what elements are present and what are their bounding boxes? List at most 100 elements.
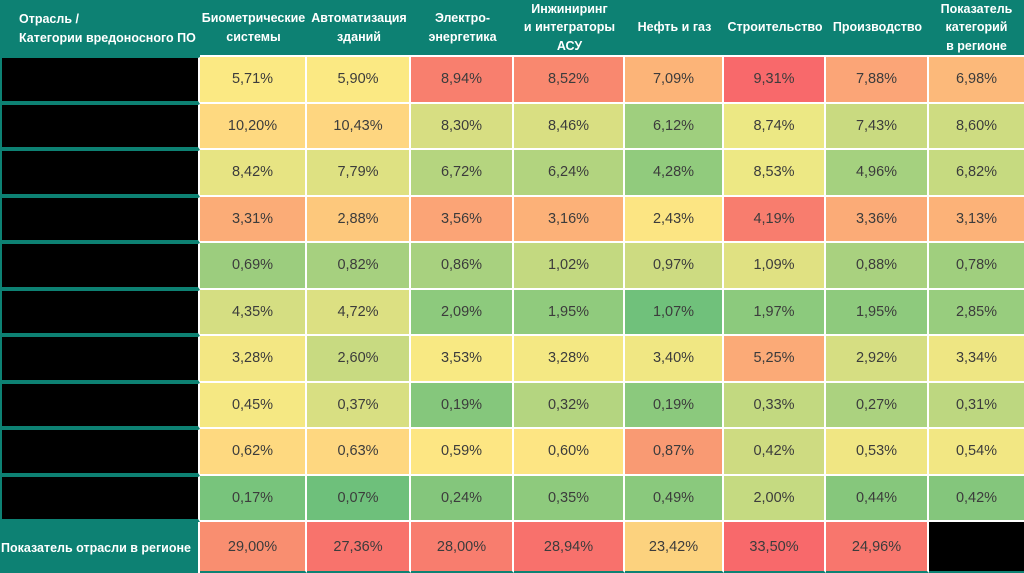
heatmap-cell: 0,63% bbox=[307, 429, 411, 476]
footer-total-cell: 28,00% bbox=[411, 522, 514, 573]
heatmap-cell: 2,00% bbox=[724, 475, 826, 522]
heatmap-cell: 8,74% bbox=[724, 103, 826, 150]
heatmap-cell: 0,42% bbox=[724, 429, 826, 476]
heatmap-cell: 6,98% bbox=[929, 57, 1024, 104]
heatmap-cell: 0,54% bbox=[929, 429, 1024, 476]
heatmap-cell: 0,19% bbox=[625, 382, 724, 429]
heatmap-cell: 4,28% bbox=[625, 150, 724, 197]
heatmap-cell: 3,28% bbox=[514, 336, 625, 383]
heatmap-cell: 0,07% bbox=[307, 475, 411, 522]
heatmap-cell: 0,60% bbox=[514, 429, 625, 476]
redacted-row-label bbox=[0, 243, 200, 290]
heatmap-cell: 3,13% bbox=[929, 196, 1024, 243]
footer-total-cell: 23,42% bbox=[625, 522, 724, 573]
heatmap-cell: 0,35% bbox=[514, 475, 625, 522]
heatmap-cell: 4,72% bbox=[307, 289, 411, 336]
column-header-2: Автоматизация зданий bbox=[307, 0, 411, 57]
heatmap-cell: 4,19% bbox=[724, 196, 826, 243]
heatmap-cell: 7,79% bbox=[307, 150, 411, 197]
redacted-row-label bbox=[0, 57, 200, 104]
heatmap-cell: 0,59% bbox=[411, 429, 514, 476]
heatmap-cell: 1,95% bbox=[826, 289, 929, 336]
heatmap-cell: 1,09% bbox=[724, 243, 826, 290]
footer-total-cell: 29,00% bbox=[200, 522, 307, 573]
footer-total-cell: 24,96% bbox=[826, 522, 929, 573]
heatmap-cell: 7,43% bbox=[826, 103, 929, 150]
heatmap-cell: 3,56% bbox=[411, 196, 514, 243]
heatmap-cell: 0,42% bbox=[929, 475, 1024, 522]
heatmap-cell: 5,25% bbox=[724, 336, 826, 383]
redacted-row-label bbox=[0, 289, 200, 336]
heatmap-cell: 1,95% bbox=[514, 289, 625, 336]
heatmap-cell: 8,46% bbox=[514, 103, 625, 150]
footer-redacted-cell bbox=[929, 522, 1024, 573]
heatmap-cell: 3,16% bbox=[514, 196, 625, 243]
corner-header: Отрасль / Категории вредоносного ПО bbox=[0, 0, 200, 57]
heatmap-cell: 8,42% bbox=[200, 150, 307, 197]
heatmap-cell: 0,53% bbox=[826, 429, 929, 476]
heatmap-cell: 8,60% bbox=[929, 103, 1024, 150]
heatmap-cell: 3,31% bbox=[200, 196, 307, 243]
heatmap-cell: 0,19% bbox=[411, 382, 514, 429]
heatmap-cell: 0,86% bbox=[411, 243, 514, 290]
heatmap-cell: 1,07% bbox=[625, 289, 724, 336]
heatmap-cell: 0,24% bbox=[411, 475, 514, 522]
heatmap-cell: 1,97% bbox=[724, 289, 826, 336]
redacted-row-label bbox=[0, 429, 200, 476]
heatmap-cell: 4,96% bbox=[826, 150, 929, 197]
heatmap-cell: 6,24% bbox=[514, 150, 625, 197]
heatmap-cell: 0,27% bbox=[826, 382, 929, 429]
heatmap-cell: 0,87% bbox=[625, 429, 724, 476]
column-header-3: Электро- энергетика bbox=[411, 0, 514, 57]
column-header-6: Строительство bbox=[724, 0, 826, 57]
heatmap-cell: 8,30% bbox=[411, 103, 514, 150]
column-header-7: Производство bbox=[826, 0, 929, 57]
heatmap-cell: 8,94% bbox=[411, 57, 514, 104]
redacted-row-label bbox=[0, 196, 200, 243]
footer-row-label: Показатель отрасли в регионе bbox=[0, 522, 200, 573]
heatmap-cell: 6,72% bbox=[411, 150, 514, 197]
heatmap-cell: 2,88% bbox=[307, 196, 411, 243]
column-header-8: Показатель категорий в регионе bbox=[929, 0, 1024, 57]
heatmap-cell: 0,69% bbox=[200, 243, 307, 290]
heatmap-cell: 0,45% bbox=[200, 382, 307, 429]
heatmap-cell: 0,97% bbox=[625, 243, 724, 290]
heatmap-cell: 2,92% bbox=[826, 336, 929, 383]
heatmap-cell: 8,53% bbox=[724, 150, 826, 197]
heatmap-cell: 2,43% bbox=[625, 196, 724, 243]
heatmap-cell: 0,37% bbox=[307, 382, 411, 429]
heatmap-cell: 10,20% bbox=[200, 103, 307, 150]
heatmap-cell: 3,36% bbox=[826, 196, 929, 243]
heatmap-cell: 2,85% bbox=[929, 289, 1024, 336]
heatmap-cell: 0,32% bbox=[514, 382, 625, 429]
heatmap-cell: 0,88% bbox=[826, 243, 929, 290]
heatmap-cell: 2,60% bbox=[307, 336, 411, 383]
column-header-5: Нефть и газ bbox=[625, 0, 724, 57]
heatmap-cell: 10,43% bbox=[307, 103, 411, 150]
footer-total-cell: 27,36% bbox=[307, 522, 411, 573]
heatmap-cell: 0,82% bbox=[307, 243, 411, 290]
heatmap-cell: 4,35% bbox=[200, 289, 307, 336]
heatmap-cell: 8,52% bbox=[514, 57, 625, 104]
redacted-row-label bbox=[0, 475, 200, 522]
redacted-row-label bbox=[0, 150, 200, 197]
heatmap-cell: 3,53% bbox=[411, 336, 514, 383]
heatmap-cell: 6,82% bbox=[929, 150, 1024, 197]
heatmap-cell: 0,49% bbox=[625, 475, 724, 522]
redacted-row-label bbox=[0, 336, 200, 383]
heatmap-cell: 2,09% bbox=[411, 289, 514, 336]
heatmap-cell: 0,62% bbox=[200, 429, 307, 476]
heatmap-cell: 0,33% bbox=[724, 382, 826, 429]
redacted-row-label bbox=[0, 103, 200, 150]
redacted-row-label bbox=[0, 382, 200, 429]
heatmap-cell: 7,09% bbox=[625, 57, 724, 104]
column-header-4: Инжиниринг и интеграторы АСУ bbox=[514, 0, 625, 57]
heatmap-cell: 3,40% bbox=[625, 336, 724, 383]
heatmap-cell: 9,31% bbox=[724, 57, 826, 104]
heatmap-cell: 6,12% bbox=[625, 103, 724, 150]
heatmap-cell: 0,31% bbox=[929, 382, 1024, 429]
heatmap-cell: 7,88% bbox=[826, 57, 929, 104]
heatmap-cell: 5,71% bbox=[200, 57, 307, 104]
